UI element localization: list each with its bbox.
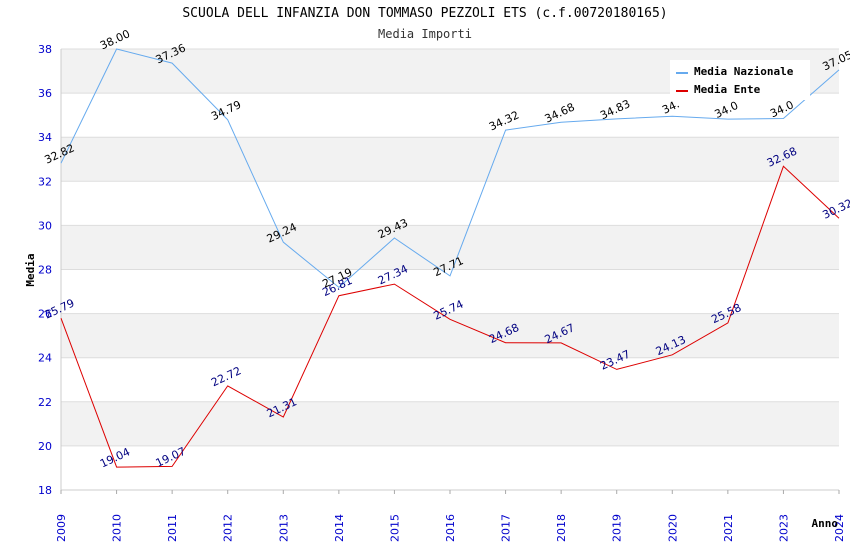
chart-title: SCUOLA DELL INFANZIA DON TOMMASO PEZZOLI… <box>182 6 668 21</box>
grid-band <box>61 225 839 270</box>
y-tick-label: 20 <box>38 440 52 453</box>
x-tick-label: 2011 <box>166 514 179 542</box>
y-tick-label: 22 <box>38 396 52 409</box>
x-tick-label: 2019 <box>611 514 624 542</box>
y-tick-label: 34 <box>38 131 52 144</box>
x-tick-label: 2015 <box>388 514 401 542</box>
x-tick-label: 2023 <box>777 514 790 542</box>
x-tick-label: 2010 <box>111 514 124 542</box>
grid-band <box>61 181 839 226</box>
y-axis-title: Media <box>24 253 37 286</box>
chart-subtitle: Media Importi <box>378 27 472 41</box>
y-axis-ticks: 18 20 22 24 26 28 30 32 34 36 38 <box>38 43 52 497</box>
y-tick-label: 38 <box>38 43 52 56</box>
x-tick-label: 2017 <box>500 514 513 542</box>
series-line-ente <box>60 165 840 468</box>
x-tick-label: 2012 <box>222 514 235 542</box>
y-tick-label: 30 <box>38 219 52 232</box>
legend-label-nazionale: Media Nazionale <box>694 65 794 78</box>
legend: Media Nazionale Media Ente <box>670 60 810 100</box>
y-tick-label: 28 <box>38 264 52 277</box>
x-tick-label: 2021 <box>722 514 735 542</box>
x-tick-label: 2024 <box>833 514 846 542</box>
grid-bands <box>61 49 839 490</box>
series-lines <box>60 48 840 468</box>
x-tick-label: 2009 <box>55 514 68 542</box>
grid-band <box>61 357 839 402</box>
y-tick-label: 18 <box>38 484 52 497</box>
y-tick-label: 36 <box>38 87 52 100</box>
legend-box <box>670 60 810 100</box>
grid-band <box>61 445 839 490</box>
x-tick-label: 2020 <box>666 514 679 542</box>
x-tick-label: 2016 <box>444 514 457 542</box>
x-axis-title: Anno <box>812 517 839 530</box>
grid-band <box>61 313 839 358</box>
grid-band <box>61 269 839 314</box>
y-tick-label: 24 <box>38 352 52 365</box>
grid-band <box>61 401 839 446</box>
grid-band <box>61 93 839 138</box>
x-tick-label: 2018 <box>555 514 568 542</box>
series-line-nazionale <box>60 48 840 289</box>
x-tick-label: 2013 <box>277 514 290 542</box>
grid-band <box>61 137 839 182</box>
y-tick-label: 26 <box>38 308 52 321</box>
x-axis-ticks: 2009 2010 2011 2012 2013 2014 2015 2016 2017 2018… <box>55 490 846 542</box>
y-tick-label: 32 <box>38 175 52 188</box>
x-tick-label: 2014 <box>333 514 346 542</box>
legend-label-ente: Media Ente <box>694 83 761 96</box>
